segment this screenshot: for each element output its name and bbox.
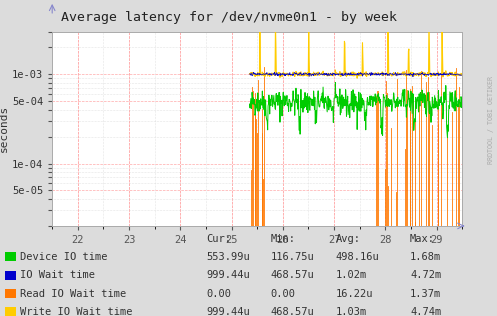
Text: 468.57u: 468.57u [271, 307, 315, 316]
Text: 999.44u: 999.44u [206, 307, 250, 316]
Text: 553.99u: 553.99u [206, 252, 250, 262]
Text: Read IO Wait time: Read IO Wait time [20, 289, 126, 299]
Text: 999.44u: 999.44u [206, 270, 250, 280]
Text: RRDTOOL / TOBI OETIKER: RRDTOOL / TOBI OETIKER [488, 76, 494, 164]
Text: Device IO time: Device IO time [20, 252, 107, 262]
Text: 4.74m: 4.74m [410, 307, 441, 316]
Text: 0.00: 0.00 [271, 289, 296, 299]
Text: 498.16u: 498.16u [335, 252, 379, 262]
Y-axis label: seconds: seconds [0, 105, 9, 152]
Text: 1.02m: 1.02m [335, 270, 367, 280]
Text: Average latency for /dev/nvme0n1 - by week: Average latency for /dev/nvme0n1 - by we… [61, 11, 397, 24]
Text: Max:: Max: [410, 234, 435, 244]
Text: Avg:: Avg: [335, 234, 360, 244]
Text: 1.37m: 1.37m [410, 289, 441, 299]
Text: Cur:: Cur: [206, 234, 231, 244]
Text: 1.68m: 1.68m [410, 252, 441, 262]
Text: Write IO Wait time: Write IO Wait time [20, 307, 132, 316]
Text: 1.03m: 1.03m [335, 307, 367, 316]
Text: 16.22u: 16.22u [335, 289, 373, 299]
Text: Min:: Min: [271, 234, 296, 244]
Text: 4.72m: 4.72m [410, 270, 441, 280]
Text: 468.57u: 468.57u [271, 270, 315, 280]
Text: IO Wait time: IO Wait time [20, 270, 95, 280]
Text: 116.75u: 116.75u [271, 252, 315, 262]
Text: 0.00: 0.00 [206, 289, 231, 299]
